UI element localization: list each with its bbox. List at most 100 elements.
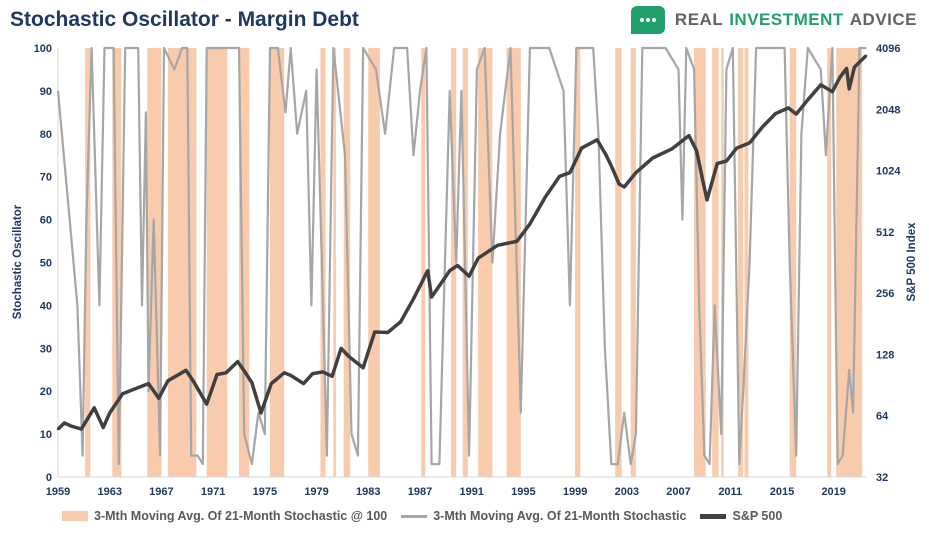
- stochastic-point: [393, 47, 395, 49]
- x-tick-label: 1987: [408, 486, 432, 498]
- sp500-point: [302, 382, 305, 385]
- legend: 3-Mth Moving Avg. Of 21-Month Stochastic…: [62, 509, 796, 523]
- stochastic-point: [425, 47, 428, 49]
- sp500-point: [558, 175, 561, 178]
- band-rect: [744, 48, 749, 477]
- sp500-point: [412, 297, 415, 301]
- stochastic-point: [412, 154, 415, 156]
- sp500-point: [430, 295, 433, 299]
- sp500-point: [580, 146, 583, 150]
- y2-tick-label: 32: [876, 472, 888, 484]
- y-tick-label: 50: [40, 258, 52, 270]
- sp500-point: [361, 366, 365, 370]
- stochastic-point: [681, 219, 684, 221]
- band-rect: [712, 48, 719, 477]
- stochastic-point: [344, 154, 346, 156]
- sp500-point: [192, 380, 195, 383]
- sp500-point: [102, 426, 105, 429]
- stochastic-point: [153, 219, 155, 221]
- brand-word-1: REAL: [674, 10, 724, 29]
- sp500-point: [617, 182, 621, 186]
- sp500-point: [725, 159, 728, 163]
- sp500-point: [838, 75, 842, 79]
- x-tick-label: 2007: [666, 486, 690, 498]
- x-tick-label: 1959: [46, 486, 70, 498]
- y2-tick-label: 1024: [876, 166, 901, 178]
- stochastic-point: [455, 261, 457, 264]
- sp500-point: [496, 244, 499, 247]
- stochastic-point: [91, 47, 93, 49]
- y2-axis-label: S&P 500 Index: [906, 222, 918, 302]
- band-rect: [421, 48, 426, 477]
- stochastic-point: [186, 47, 188, 49]
- sp500-point: [467, 275, 471, 278]
- band-rect: [575, 48, 581, 477]
- stochastic-point: [836, 463, 839, 465]
- y-axis-right: 32 64 128 256 512 1024 2048 4096: [876, 43, 901, 484]
- sp500-point: [259, 411, 263, 415]
- stochastic-point: [406, 47, 408, 49]
- y-tick-label: 60: [40, 215, 52, 227]
- stochastic-point: [76, 304, 78, 306]
- legend-item-sp500: S&P 500: [700, 509, 782, 523]
- stochastic-point: [732, 47, 734, 49]
- sp500-point: [215, 373, 219, 376]
- stochastic-point: [264, 433, 266, 435]
- stochastic-point: [206, 47, 208, 49]
- legend-swatch-sp500: [700, 513, 727, 519]
- stochastic-point: [419, 90, 421, 92]
- sp500-point: [339, 347, 343, 350]
- x-tick-label: 1991: [459, 486, 483, 498]
- stochastic-point: [147, 390, 150, 392]
- sp500-point: [166, 379, 170, 382]
- sp500-point: [399, 320, 402, 324]
- stochastic-point: [332, 47, 334, 49]
- sp500-point: [695, 149, 698, 153]
- stochastic-point: [509, 47, 512, 49]
- x-tick-label: 1971: [201, 486, 225, 498]
- sp500-point: [147, 382, 150, 385]
- band-rect: [694, 48, 706, 477]
- x-tick-label: 2011: [718, 486, 742, 498]
- band-rect: [333, 48, 336, 477]
- y2-tick-label: 64: [876, 411, 889, 423]
- stochastic-point: [284, 111, 287, 113]
- sp500-layer: [56, 54, 868, 431]
- band-rect: [506, 48, 521, 477]
- sp500-point: [651, 156, 654, 160]
- sp500-point: [270, 382, 273, 385]
- stochastic-point: [491, 261, 493, 264]
- sp500-point: [134, 387, 137, 390]
- stochastic-point: [749, 261, 751, 264]
- stochastic-point: [800, 133, 802, 135]
- y-tick-label: 80: [40, 129, 52, 141]
- stochastic-point: [202, 463, 204, 465]
- y2-tick-label: 2048: [876, 104, 900, 116]
- stochastic-point: [118, 463, 120, 465]
- stochastic-point: [807, 47, 809, 49]
- sp500-point: [794, 112, 798, 116]
- stochastic-point: [145, 111, 147, 113]
- sp500-point: [224, 371, 228, 374]
- stochastic-point: [592, 47, 594, 49]
- stochastic-point: [81, 454, 84, 457]
- sp500-point: [568, 171, 572, 174]
- stochastic-point: [290, 47, 292, 49]
- stochastic-point: [350, 433, 353, 435]
- stochastic-point: [137, 47, 139, 49]
- x-tick-label: 1983: [356, 486, 380, 498]
- y2-tick-label: 128: [876, 349, 894, 361]
- sp500-point: [236, 360, 239, 363]
- sp500-point: [670, 147, 674, 150]
- y-tick-label: 20: [40, 386, 52, 398]
- stochastic-point: [322, 304, 324, 306]
- sp500-point: [321, 370, 325, 374]
- stochastic-point: [693, 68, 695, 71]
- stochastic-point: [384, 133, 386, 135]
- stochastic-point: [865, 47, 867, 49]
- legend-label-band: 3-Mth Moving Avg. Of 21-Month Stochastic…: [94, 509, 388, 523]
- stochastic-point: [575, 47, 578, 49]
- stochastic-point: [630, 463, 632, 465]
- sp500-point: [831, 90, 834, 93]
